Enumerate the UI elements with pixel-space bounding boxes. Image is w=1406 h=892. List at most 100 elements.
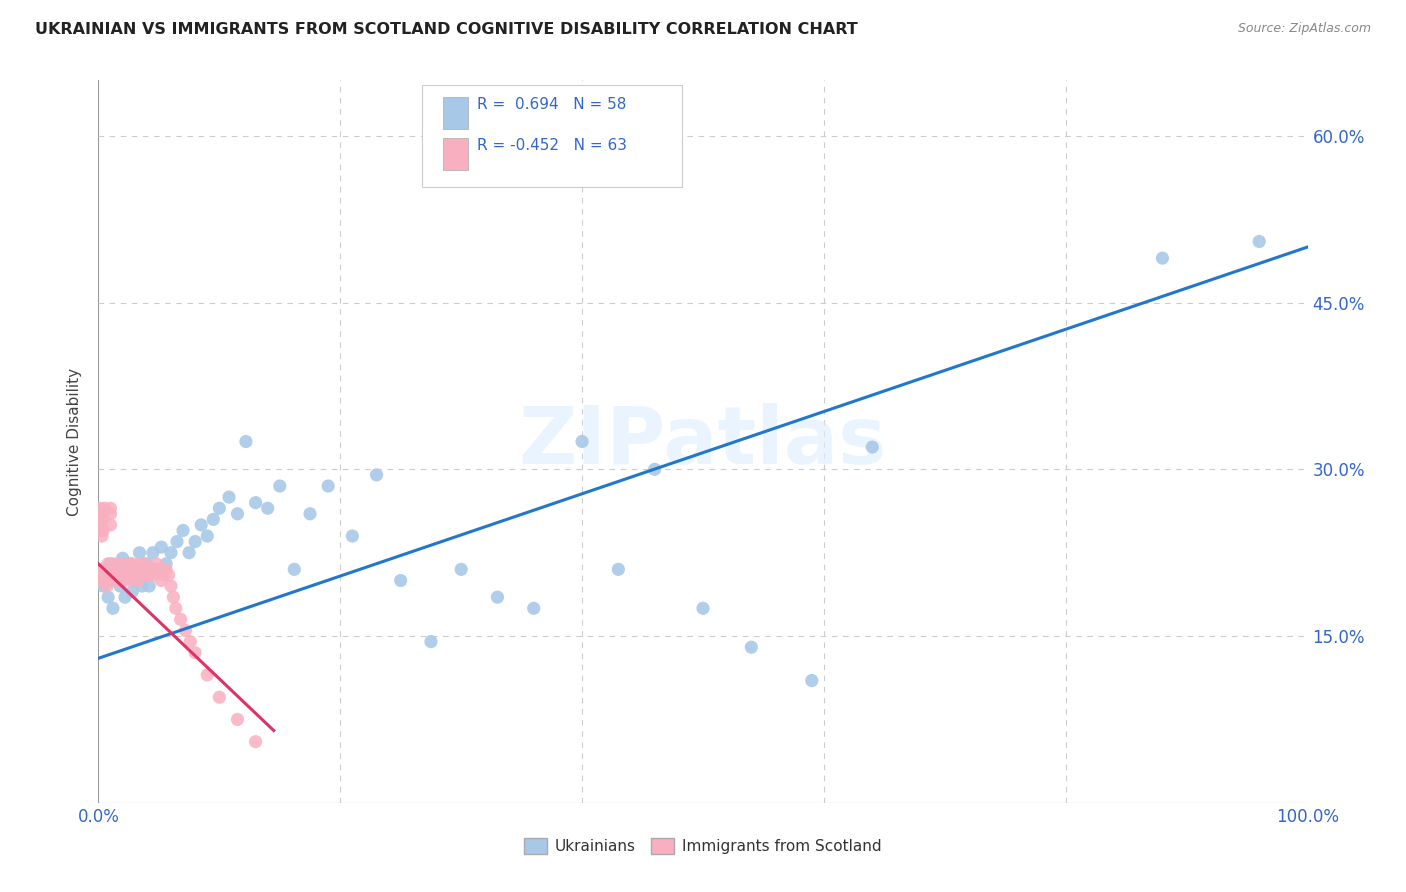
Point: [299, 507, 322, 521]
Point: [195, 529, 218, 543]
Point: [93, 501, 115, 516]
Point: [129, 568, 152, 582]
Point: [132, 568, 155, 582]
Text: R =  0.694   N = 58: R = 0.694 N = 58: [477, 97, 626, 112]
Point: [208, 501, 231, 516]
Point: [127, 562, 149, 576]
Point: [110, 568, 132, 582]
Point: [115, 568, 138, 582]
Point: [103, 557, 125, 571]
Point: [91, 507, 114, 521]
Point: [90, 524, 112, 538]
Point: [114, 590, 136, 604]
Point: [692, 601, 714, 615]
Point: [179, 546, 201, 560]
Point: [148, 562, 170, 576]
Point: [607, 562, 630, 576]
Point: [100, 507, 122, 521]
Point: [145, 562, 167, 576]
Point: [127, 574, 149, 588]
Point: [134, 557, 156, 571]
Point: [800, 673, 823, 688]
Point: [96, 579, 118, 593]
Point: [120, 574, 142, 588]
Point: [208, 690, 231, 705]
Point: [342, 529, 364, 543]
Point: [124, 562, 146, 576]
Point: [523, 601, 546, 615]
Point: [135, 568, 157, 582]
Point: [152, 568, 174, 582]
Point: [245, 734, 267, 748]
Point: [91, 529, 114, 543]
Point: [256, 501, 278, 516]
Point: [202, 512, 225, 526]
Point: [644, 462, 666, 476]
Point: [162, 590, 184, 604]
Point: [89, 501, 111, 516]
Point: [226, 713, 249, 727]
Point: [165, 601, 187, 615]
Point: [90, 512, 112, 526]
Point: [143, 568, 166, 582]
Point: [218, 490, 240, 504]
Point: [91, 524, 114, 538]
Point: [114, 562, 136, 576]
Point: [112, 574, 135, 588]
Point: [141, 562, 163, 576]
Point: [184, 534, 207, 549]
Point: [138, 568, 160, 582]
Point: [118, 568, 141, 582]
Point: [184, 646, 207, 660]
Point: [104, 574, 127, 588]
Point: [89, 568, 111, 582]
Point: [226, 507, 249, 521]
Text: R = -0.452   N = 63: R = -0.452 N = 63: [477, 138, 627, 153]
Text: UKRAINIAN VS IMMIGRANTS FROM SCOTLAND COGNITIVE DISABILITY CORRELATION CHART: UKRAINIAN VS IMMIGRANTS FROM SCOTLAND CO…: [35, 22, 858, 37]
Point: [860, 440, 883, 454]
Point: [316, 479, 339, 493]
Point: [100, 501, 122, 516]
Point: [91, 562, 114, 576]
Point: [740, 640, 762, 655]
Point: [131, 579, 153, 593]
Point: [125, 568, 148, 582]
Point: [283, 562, 305, 576]
Text: ZIPatlas: ZIPatlas: [519, 402, 887, 481]
Point: [117, 568, 139, 582]
Point: [101, 574, 124, 588]
Point: [104, 568, 127, 582]
Point: [100, 562, 122, 576]
Point: [89, 517, 111, 532]
Point: [118, 562, 141, 576]
Point: [117, 557, 139, 571]
Point: [97, 590, 120, 604]
Point: [450, 562, 472, 576]
Point: [131, 562, 153, 576]
Legend: Ukrainians, Immigrants from Scotland: Ukrainians, Immigrants from Scotland: [519, 832, 887, 860]
Point: [94, 562, 117, 576]
Point: [121, 584, 143, 599]
Point: [138, 579, 160, 593]
Point: [94, 568, 117, 582]
Point: [155, 557, 177, 571]
Point: [121, 557, 143, 571]
Point: [105, 562, 128, 576]
Point: [166, 534, 188, 549]
Y-axis label: Cognitive Disability: Cognitive Disability: [67, 368, 83, 516]
Point: [155, 562, 177, 576]
Point: [174, 624, 197, 638]
Point: [91, 579, 114, 593]
Point: [98, 574, 121, 588]
Point: [172, 524, 194, 538]
Point: [190, 517, 212, 532]
Point: [195, 668, 218, 682]
Point: [389, 574, 412, 588]
Point: [169, 612, 191, 626]
Point: [142, 546, 165, 560]
Point: [91, 568, 114, 582]
Point: [128, 546, 150, 560]
Point: [111, 551, 134, 566]
Point: [245, 496, 267, 510]
Point: [108, 557, 131, 571]
